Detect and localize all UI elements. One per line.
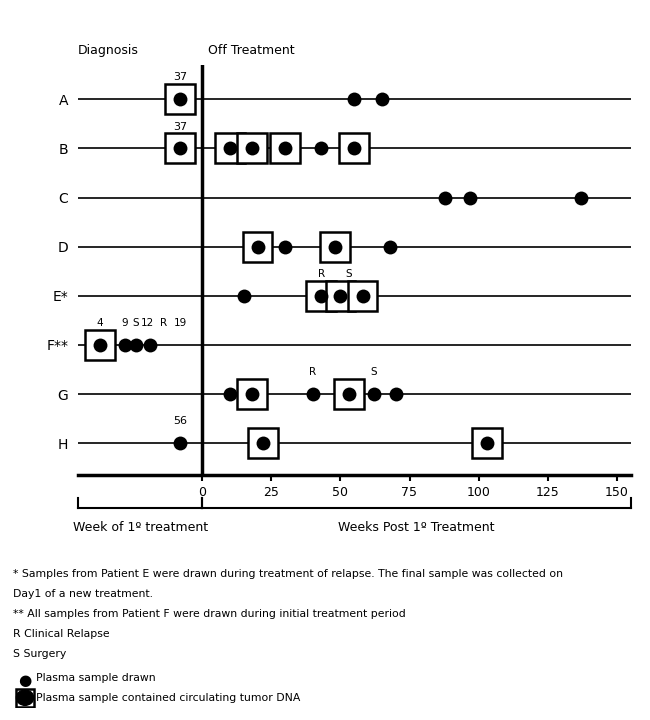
Point: [175, 94, 185, 105]
Text: Plasma sample drawn: Plasma sample drawn: [36, 673, 155, 683]
Point: [358, 290, 368, 302]
Point: [369, 388, 379, 400]
Text: 19: 19: [174, 318, 187, 328]
Point: [349, 94, 359, 105]
Bar: [270, 133, 300, 163]
Point: [280, 241, 291, 253]
Point: [225, 143, 235, 154]
Point: [175, 438, 185, 449]
Bar: [237, 133, 267, 163]
Text: 12: 12: [140, 318, 153, 328]
Text: Week of 1º treatment: Week of 1º treatment: [73, 521, 208, 534]
Point: [330, 241, 340, 253]
Text: R: R: [318, 269, 324, 279]
Point: [482, 438, 492, 449]
Point: [225, 388, 235, 400]
Bar: [472, 428, 502, 458]
Point: [307, 388, 318, 400]
Bar: [320, 232, 350, 261]
Text: 9: 9: [122, 318, 128, 328]
Point: [247, 388, 257, 400]
Text: S Surgery: S Surgery: [13, 649, 66, 660]
Text: Diagnosis: Diagnosis: [78, 44, 139, 57]
Point: [95, 339, 105, 351]
Bar: [248, 428, 278, 458]
Point: [247, 143, 257, 154]
Point: [349, 143, 359, 154]
Bar: [339, 133, 369, 163]
Point: [258, 438, 268, 449]
Bar: [16, 688, 34, 707]
Bar: [326, 281, 356, 311]
Circle shape: [16, 690, 34, 706]
Bar: [165, 133, 195, 163]
Text: R Clinical Relapse: R Clinical Relapse: [13, 629, 110, 639]
Point: [440, 192, 450, 203]
Point: [175, 143, 185, 154]
Text: 4: 4: [97, 318, 103, 328]
Point: [391, 388, 401, 400]
Text: S: S: [345, 269, 352, 279]
Point: [131, 339, 141, 351]
Point: [316, 290, 326, 302]
Text: Plasma sample contained circulating tumor DNA: Plasma sample contained circulating tumo…: [36, 693, 300, 703]
Text: Day1 of a new treatment.: Day1 of a new treatment.: [13, 589, 153, 599]
Point: [316, 143, 326, 154]
Text: S: S: [133, 318, 139, 328]
Bar: [306, 281, 336, 311]
Bar: [215, 133, 245, 163]
Point: [335, 290, 346, 302]
Text: S: S: [370, 367, 377, 377]
Text: ●: ●: [18, 673, 31, 688]
Point: [385, 241, 395, 253]
Text: R: R: [309, 367, 317, 377]
Bar: [348, 281, 378, 311]
Text: Weeks Post 1º Treatment: Weeks Post 1º Treatment: [338, 521, 495, 534]
Bar: [85, 330, 115, 360]
Text: 56: 56: [173, 416, 187, 426]
Bar: [242, 232, 272, 261]
Point: [280, 143, 291, 154]
Point: [344, 388, 354, 400]
Point: [377, 94, 387, 105]
Point: [465, 192, 476, 203]
Text: * Samples from Patient E were drawn during treatment of relapse. The final sampl: * Samples from Patient E were drawn duri…: [13, 569, 563, 579]
Point: [120, 339, 130, 351]
Text: R: R: [160, 318, 167, 328]
Text: 37: 37: [173, 122, 187, 132]
Point: [144, 339, 155, 351]
Point: [239, 290, 249, 302]
Bar: [334, 379, 363, 409]
Bar: [165, 84, 195, 114]
Text: Off Treatment: Off Treatment: [208, 44, 294, 57]
Bar: [237, 379, 267, 409]
Text: 37: 37: [173, 72, 187, 82]
Point: [252, 241, 263, 253]
Text: ** All samples from Patient F were drawn during initial treatment period: ** All samples from Patient F were drawn…: [13, 609, 406, 619]
Point: [576, 192, 586, 203]
